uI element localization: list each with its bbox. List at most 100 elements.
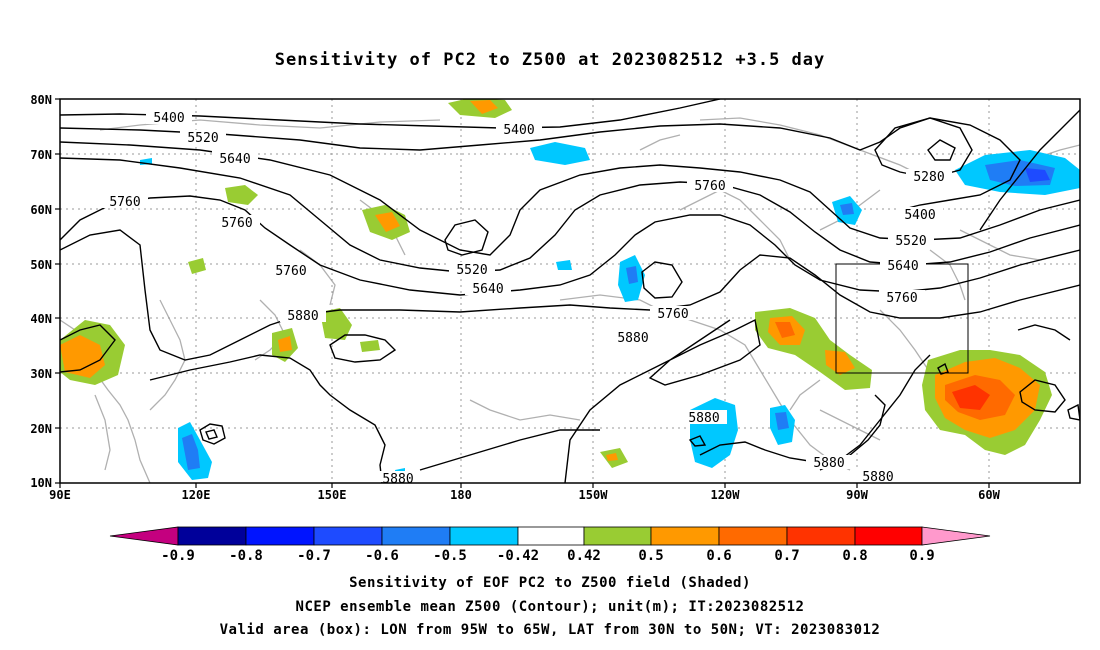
contour-label: 5520 — [888, 233, 934, 249]
contour-line — [564, 318, 761, 483]
svg-text:5520: 5520 — [187, 131, 218, 146]
lat-label: 10N — [30, 476, 52, 490]
lon-label: 150W — [579, 488, 609, 502]
colorbar-arrow-right — [921, 526, 991, 546]
svg-text:5880: 5880 — [287, 309, 318, 324]
lon-label: 180 — [450, 488, 472, 502]
svg-text:5760: 5760 — [221, 216, 252, 231]
contour-label: 5640 — [465, 281, 511, 297]
svg-text:5640: 5640 — [887, 259, 918, 274]
colorbar-segment — [517, 526, 585, 546]
svg-text:5400: 5400 — [503, 123, 534, 138]
colorbar-label: 0.6 — [706, 548, 731, 564]
lon-label: 60W — [978, 488, 1000, 502]
shade-negative-region — [690, 398, 738, 468]
colorbar-segment — [583, 526, 652, 546]
svg-text:5760: 5760 — [694, 179, 725, 194]
svg-text:5520: 5520 — [456, 263, 487, 278]
contour-label: 5880 — [375, 471, 421, 487]
contour-label: 5760 — [687, 178, 733, 194]
contour-line — [1067, 403, 1080, 421]
lat-label: 20N — [30, 422, 52, 436]
contour-line — [60, 229, 1080, 361]
contour-label: 5880 — [855, 469, 901, 485]
colorbar-label: -0.9 — [161, 548, 195, 564]
contour-label: 5880 — [806, 455, 852, 471]
colorbar-label: 0.9 — [909, 548, 934, 564]
lat-label: 80N — [30, 93, 52, 107]
contour-line — [1019, 379, 1066, 413]
svg-text:5520: 5520 — [895, 234, 926, 249]
shade-negative-region — [1025, 168, 1050, 182]
colorbar-label: -0.42 — [497, 548, 539, 564]
contour-label: 5760 — [268, 263, 314, 279]
shade-positive-region — [606, 453, 618, 461]
colorbar-label: -0.8 — [229, 548, 263, 564]
svg-text:5760: 5760 — [886, 291, 917, 306]
contour-label: 5400 — [146, 110, 192, 126]
contour-label: 5760 — [102, 194, 148, 210]
shade-negative-region — [840, 203, 854, 215]
contour-label: 5520 — [449, 262, 495, 278]
contour-label: 5520 — [180, 130, 226, 146]
contour-label: 5640 — [880, 258, 926, 274]
shade-positive-region — [188, 258, 206, 274]
shade-positive-region — [825, 350, 855, 375]
contour-line — [874, 117, 973, 179]
svg-text:5400: 5400 — [153, 111, 184, 126]
lon-label: 90W — [846, 488, 868, 502]
shade-negative-region — [626, 266, 638, 284]
shade-positive-region — [360, 340, 380, 352]
colorbar-segment — [650, 526, 720, 546]
lat-label: 70N — [30, 148, 52, 162]
colorbar: -0.9 -0.8 -0.7 -0.6 -0.5 -0.42 0.42 0.5 … — [109, 526, 991, 564]
contour-label: 5280 — [906, 169, 952, 185]
colorbar-segment — [381, 526, 451, 546]
lon-label: 150E — [318, 488, 347, 502]
contour-line — [419, 429, 600, 471]
positive-sensitivity-shading — [60, 99, 1052, 468]
caption-valid-area: Valid area (box): LON from 95W to 65W, L… — [219, 622, 881, 638]
contour-line — [60, 195, 1080, 296]
lat-label: 50N — [30, 258, 52, 272]
map-frame — [59, 98, 1081, 484]
svg-text:5880: 5880 — [617, 331, 648, 346]
contour-line — [60, 117, 1021, 211]
axis-ticks — [55, 98, 990, 488]
colorbar-label: -0.5 — [433, 548, 467, 564]
contour-line — [1017, 324, 1071, 341]
contour-labels: 5400 5400 5520 5640 5760 5760 5760 5760 … — [102, 110, 952, 487]
contour-label: 5400 — [897, 207, 943, 223]
contour-label: 5760 — [650, 306, 696, 322]
contour-line — [979, 109, 1080, 231]
contour-label: 5760 — [214, 215, 260, 231]
colorbar-label: 0.8 — [842, 548, 867, 564]
map-title: Sensitivity of PC2 to Z500 at 2023082512… — [274, 50, 826, 70]
contour-label: 5880 — [280, 308, 326, 324]
contour-label: 5880 — [681, 410, 727, 426]
svg-text:5880: 5880 — [382, 472, 413, 487]
colorbar-segment — [854, 526, 923, 546]
colorbar-label: -0.6 — [365, 548, 399, 564]
shade-negative-region — [530, 142, 590, 165]
colorbar-segment — [786, 526, 856, 546]
contour-line — [688, 435, 707, 447]
colorbar-segment — [718, 526, 788, 546]
svg-text:5640: 5640 — [472, 282, 503, 297]
lat-label: 60N — [30, 203, 52, 217]
colorbar-arrow-left — [109, 526, 179, 546]
shade-positive-region — [470, 100, 498, 114]
colorbar-segment — [449, 526, 519, 546]
contour-line — [927, 139, 956, 161]
colorbar-label: 0.7 — [774, 548, 799, 564]
colorbar-segment — [177, 526, 247, 546]
shade-positive-region — [320, 308, 352, 340]
colorbar-label: 0.5 — [638, 548, 663, 564]
lat-label: 30N — [30, 367, 52, 381]
contour-line — [937, 362, 949, 375]
lat-label: 40N — [30, 312, 52, 326]
contour-label: 5400 — [496, 122, 542, 138]
shade-positive-region — [225, 185, 258, 205]
contour-line — [199, 423, 226, 445]
contour-label: 5640 — [212, 151, 258, 167]
